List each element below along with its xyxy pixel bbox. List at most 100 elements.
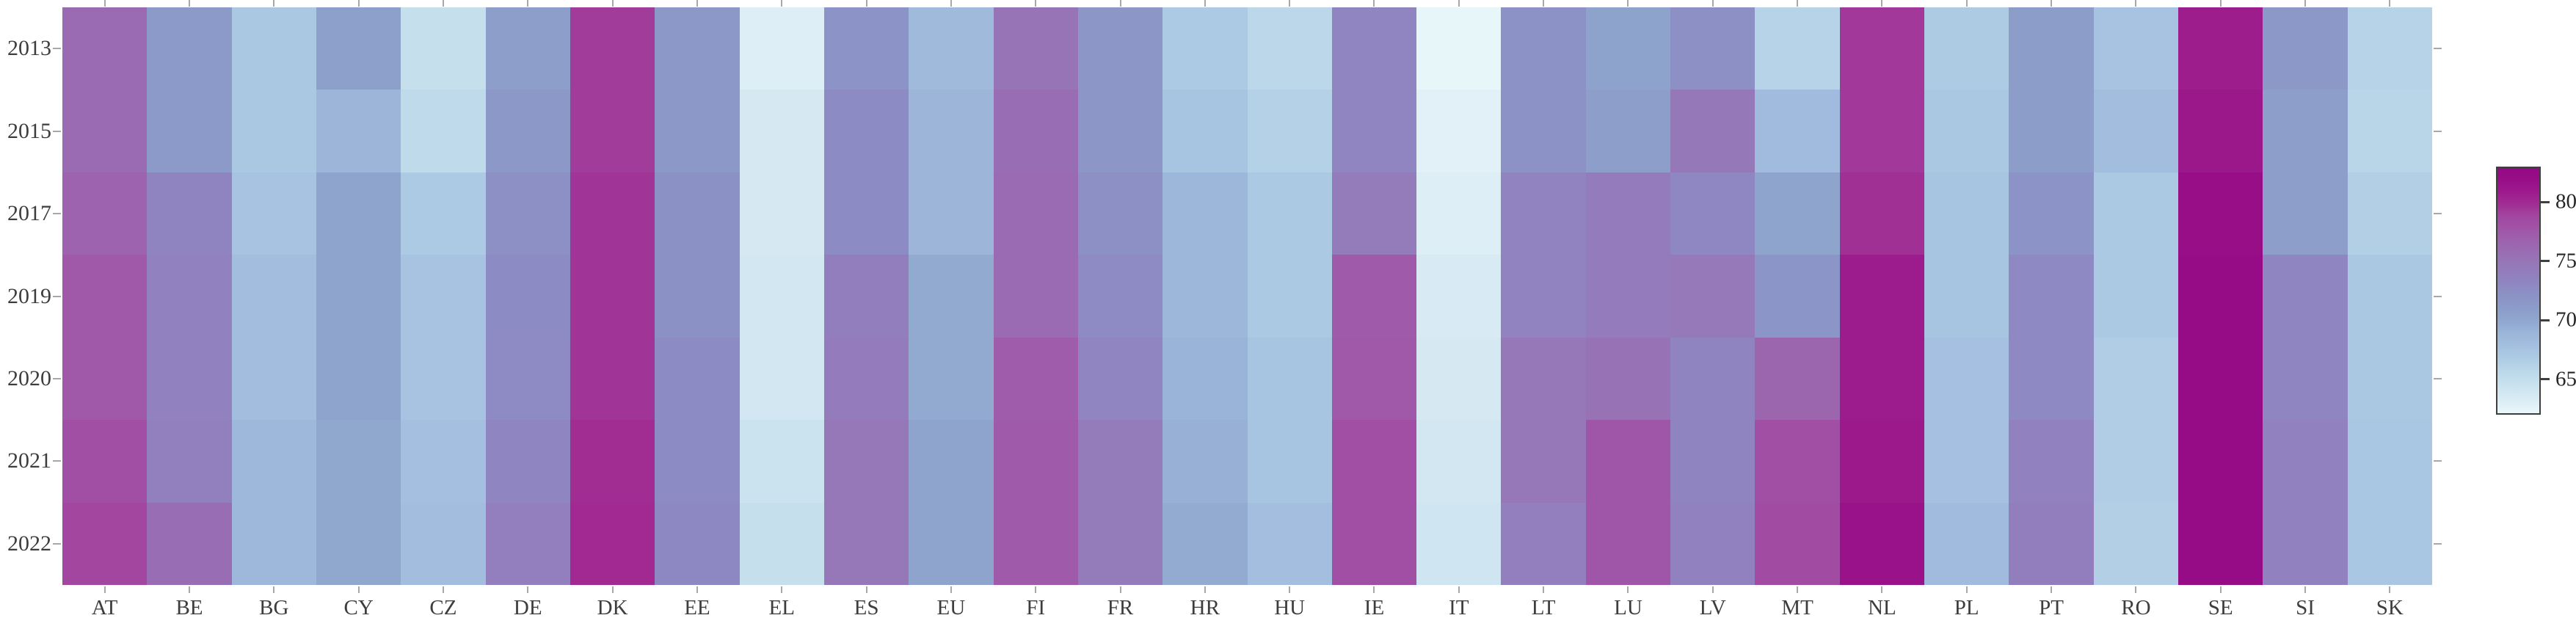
axis-tick bbox=[1965, 586, 1968, 593]
heatmap-cell-SK-2020 bbox=[2348, 338, 2432, 420]
x-tick-label-HR: HR bbox=[1190, 596, 1220, 619]
y-tick-label-2020: 2020 bbox=[7, 366, 51, 390]
heatmap-cell-LV-2022 bbox=[1670, 503, 1755, 585]
axis-tick bbox=[1711, 586, 1714, 593]
x-tick-label-IT: IT bbox=[1449, 596, 1469, 619]
axis-tick bbox=[2051, 586, 2053, 593]
axis-tick bbox=[1289, 0, 1291, 7]
heatmap-cell-DK-2013 bbox=[570, 7, 655, 90]
axis-tick bbox=[2434, 213, 2442, 215]
heatmap-cell-LU-2013 bbox=[1586, 7, 1670, 90]
heatmap-cell-EU-2019 bbox=[909, 255, 994, 338]
heatmap-cell-HU-2020 bbox=[1248, 338, 1332, 420]
heatmap-cell-PL-2015 bbox=[1924, 90, 2009, 172]
colorbar-tick-label-70: 70 bbox=[2555, 308, 2576, 332]
heatmap-cell-SI-2013 bbox=[2263, 7, 2348, 90]
heatmap-cell-EU-2013 bbox=[909, 7, 994, 90]
heatmap-cell-HU-2021 bbox=[1248, 420, 1332, 503]
heatmap-cell-EE-2021 bbox=[655, 420, 740, 503]
axis-tick bbox=[357, 0, 360, 7]
colorbar-tick bbox=[2541, 200, 2550, 203]
heatmap-cell-HU-2015 bbox=[1248, 90, 1332, 172]
heatmap-cell-SK-2019 bbox=[2348, 255, 2432, 338]
axis-tick bbox=[273, 586, 275, 593]
heatmap-cell-MT-2020 bbox=[1755, 338, 1840, 420]
heatmap-cell-IE-2017 bbox=[1332, 172, 1416, 255]
heatmap-cell-EE-2017 bbox=[655, 172, 740, 255]
heatmap-cell-BE-2019 bbox=[147, 255, 232, 338]
heatmap-cell-LV-2017 bbox=[1670, 172, 1755, 255]
heatmap-cell-FR-2017 bbox=[1078, 172, 1163, 255]
heatmap-cell-LT-2022 bbox=[1501, 503, 1586, 585]
heatmap-cell-PT-2015 bbox=[2009, 90, 2094, 172]
heatmap-cell-AT-2017 bbox=[62, 172, 147, 255]
axis-tick bbox=[1797, 586, 1799, 593]
axis-tick bbox=[2434, 295, 2442, 297]
heatmap-cell-AT-2013 bbox=[62, 7, 147, 90]
heatmap-cell-IT-2021 bbox=[1416, 420, 1501, 503]
axis-tick bbox=[2135, 586, 2137, 593]
heatmap-cell-DE-2021 bbox=[486, 420, 570, 503]
x-tick-label-SI: SI bbox=[2296, 596, 2315, 619]
heatmap-cell-CY-2017 bbox=[316, 172, 401, 255]
x-tick-label-LV: LV bbox=[1699, 596, 1726, 619]
heatmap-cell-LV-2021 bbox=[1670, 420, 1755, 503]
heatmap-cell-NL-2013 bbox=[1840, 7, 1924, 90]
heatmap-cell-DE-2019 bbox=[486, 255, 570, 338]
heatmap-cell-SI-2019 bbox=[2263, 255, 2348, 338]
y-tick-label-2021: 2021 bbox=[7, 448, 51, 473]
axis-tick bbox=[442, 0, 444, 7]
axis-tick bbox=[2434, 377, 2442, 379]
heatmap-cell-DK-2015 bbox=[570, 90, 655, 172]
heatmap-cell-CY-2021 bbox=[316, 420, 401, 503]
heatmap-cell-DK-2022 bbox=[570, 503, 655, 585]
y-tick-label-2022: 2022 bbox=[7, 531, 51, 556]
heatmap-cell-PT-2019 bbox=[2009, 255, 2094, 338]
heatmap-cell-ES-2017 bbox=[824, 172, 909, 255]
axis-tick bbox=[1797, 0, 1799, 7]
heatmap-cell-ES-2022 bbox=[824, 503, 909, 585]
heatmap-cell-HR-2022 bbox=[1163, 503, 1248, 585]
x-tick-label-LT: LT bbox=[1531, 596, 1556, 619]
heatmap-cell-RO-2019 bbox=[2094, 255, 2178, 338]
colorbar-tick bbox=[2541, 319, 2550, 321]
x-tick-label-CY: CY bbox=[343, 596, 374, 619]
heatmap-plot bbox=[62, 7, 2432, 585]
heatmap-cell-PL-2020 bbox=[1924, 338, 2009, 420]
heatmap-cell-NL-2017 bbox=[1840, 172, 1924, 255]
axis-tick bbox=[1627, 586, 1629, 593]
axis-tick bbox=[188, 586, 190, 593]
x-tick-label-CZ: CZ bbox=[429, 596, 457, 619]
heatmap-cell-LV-2013 bbox=[1670, 7, 1755, 90]
heatmap-cell-SE-2015 bbox=[2178, 90, 2263, 172]
heatmap-cell-PT-2017 bbox=[2009, 172, 2094, 255]
heatmap-cell-EE-2022 bbox=[655, 503, 740, 585]
heatmap-cell-LT-2020 bbox=[1501, 338, 1586, 420]
heatmap-cell-BG-2020 bbox=[232, 338, 316, 420]
heatmap-cell-LT-2013 bbox=[1501, 7, 1586, 90]
axis-tick bbox=[1289, 586, 1291, 593]
heatmap-cell-FI-2017 bbox=[994, 172, 1078, 255]
heatmap-cell-EE-2013 bbox=[655, 7, 740, 90]
heatmap-cell-ES-2021 bbox=[824, 420, 909, 503]
heatmap-cell-FR-2019 bbox=[1078, 255, 1163, 338]
heatmap-cell-HU-2019 bbox=[1248, 255, 1332, 338]
heatmap-cell-CZ-2019 bbox=[401, 255, 486, 338]
axis-tick bbox=[2304, 0, 2307, 7]
heatmap-cell-IT-2019 bbox=[1416, 255, 1501, 338]
heatmap-cell-SI-2017 bbox=[2263, 172, 2348, 255]
heatmap-cell-EU-2017 bbox=[909, 172, 994, 255]
x-tick-label-FR: FR bbox=[1107, 596, 1134, 619]
axis-tick bbox=[2434, 130, 2442, 132]
heatmap-cell-BG-2019 bbox=[232, 255, 316, 338]
axis-tick bbox=[950, 0, 952, 7]
heatmap-cell-RO-2015 bbox=[2094, 90, 2178, 172]
heatmap-cell-SE-2020 bbox=[2178, 338, 2263, 420]
x-tick-label-MT: MT bbox=[1781, 596, 1813, 619]
heatmap-cell-LU-2015 bbox=[1586, 90, 1670, 172]
x-tick-label-HU: HU bbox=[1274, 596, 1306, 619]
colorbar-tick-label-65: 65 bbox=[2555, 367, 2576, 391]
heatmap-cell-LU-2019 bbox=[1586, 255, 1670, 338]
heatmap-cell-CY-2022 bbox=[316, 503, 401, 585]
